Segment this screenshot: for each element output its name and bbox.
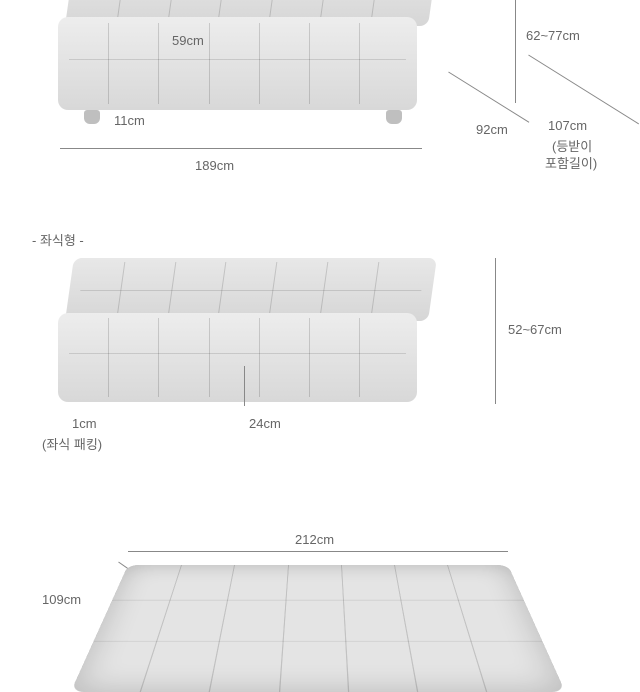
sofa-standard <box>58 0 428 110</box>
panel-heading: - 좌식형 - <box>32 230 84 249</box>
sofa-leg <box>84 110 100 124</box>
dim-pack-note: (좌식 패킹) <box>42 434 102 453</box>
sofa-seat <box>58 17 417 110</box>
dim-seat-depth: 59cm <box>172 33 204 48</box>
sofa-seat <box>58 313 417 402</box>
sofa-flat <box>71 565 566 692</box>
dim-leg-height: 11cm <box>114 113 145 128</box>
dim-width-line <box>60 148 422 149</box>
dim-depth2-note: 포함길이) <box>545 153 597 172</box>
dim-depth: 109cm <box>42 592 81 607</box>
dim-depth2-line <box>528 55 639 125</box>
dim-height-line <box>515 0 516 103</box>
dim-pack-height: 1cm <box>72 416 97 431</box>
dim-width: 212cm <box>295 532 334 547</box>
dim-seat-height-line <box>244 366 245 406</box>
sofa-floor <box>58 258 428 402</box>
dim-width-line <box>128 551 508 552</box>
dim-depth2: 107cm <box>548 118 587 133</box>
dim-seat-height: 24cm <box>249 416 281 431</box>
dim-height-range: 52~67cm <box>508 322 562 337</box>
dim-width: 189cm <box>195 158 234 173</box>
dim-depth1: 92cm <box>476 122 508 137</box>
dim-depth1-line <box>448 72 529 123</box>
dim-height-range: 62~77cm <box>526 28 580 43</box>
dim-height-line <box>495 258 496 404</box>
sofa-leg <box>386 110 402 124</box>
